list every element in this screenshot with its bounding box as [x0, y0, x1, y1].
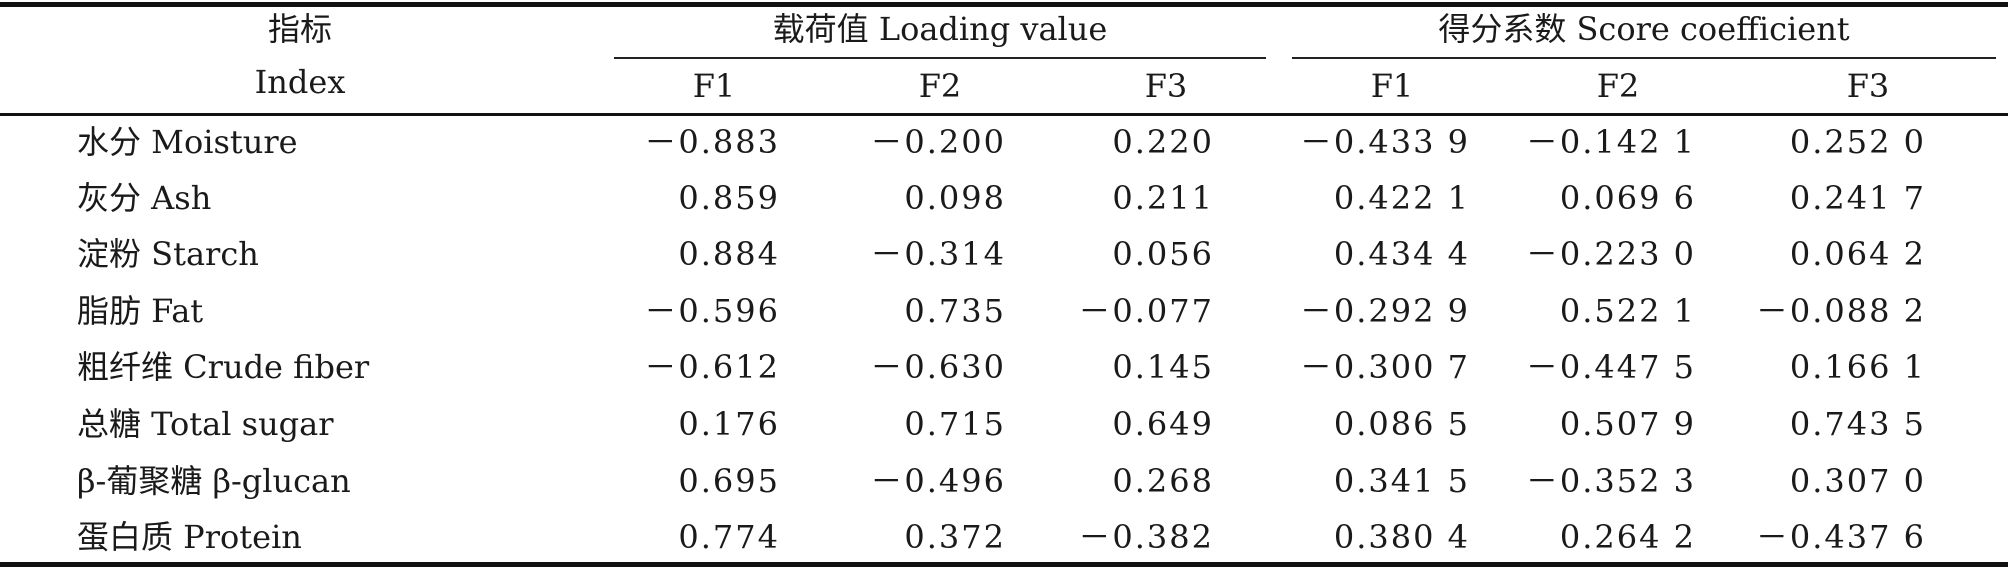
- value-cell: －0.300 7: [1299, 348, 1470, 386]
- value-cell: 0.268: [1112, 462, 1214, 500]
- value-cell: －0.630: [870, 348, 1006, 386]
- row-label: 水分 Moisture: [77, 123, 298, 161]
- value-cell: －0.437 6: [1755, 518, 1926, 556]
- value-cell: 0.145: [1112, 348, 1214, 386]
- column-header-loading-f2: F2: [918, 67, 962, 105]
- value-cell: －0.612: [644, 348, 780, 386]
- value-cell: 0.241 7: [1789, 179, 1926, 217]
- value-cell: 0.522 1: [1559, 292, 1696, 330]
- value-cell: 0.859: [678, 179, 780, 217]
- value-cell: 0.064 2: [1789, 235, 1926, 273]
- value-cell: 0.695: [678, 462, 780, 500]
- column-header-score-f1: F1: [1370, 67, 1414, 105]
- row-label: 灰分 Ash: [77, 179, 212, 217]
- value-cell: －0.200: [870, 123, 1006, 161]
- value-cell: 0.220: [1112, 123, 1214, 161]
- value-cell: 0.252 0: [1789, 123, 1926, 161]
- value-cell: －0.077: [1078, 292, 1214, 330]
- row-label: 总糖 Total sugar: [77, 405, 334, 443]
- value-cell: －0.496: [870, 462, 1006, 500]
- value-cell: 0.422 1: [1333, 179, 1470, 217]
- value-cell: －0.883: [644, 123, 780, 161]
- row-label: 脂肪 Fat: [77, 292, 204, 330]
- value-cell: 0.341 5: [1333, 462, 1470, 500]
- value-cell: －0.292 9: [1299, 292, 1470, 330]
- column-header-score-f3: F3: [1846, 67, 1890, 105]
- value-cell: 0.176: [678, 405, 780, 443]
- table-top-rule: [0, 2, 2008, 7]
- header-index-en: Index: [254, 63, 346, 101]
- value-cell: 0.166 1: [1789, 348, 1926, 386]
- column-header-score-f2: F2: [1596, 67, 1640, 105]
- loading-group-rule: [614, 57, 1266, 59]
- row-label: 蛋白质 Protein: [77, 518, 302, 556]
- value-cell: －0.596: [644, 292, 780, 330]
- value-cell: 0.307 0: [1789, 462, 1926, 500]
- value-cell: 0.507 9: [1559, 405, 1696, 443]
- value-cell: －0.352 3: [1525, 462, 1696, 500]
- value-cell: 0.715: [904, 405, 1006, 443]
- value-cell: 0.774: [678, 518, 780, 556]
- value-cell: 0.069 6: [1559, 179, 1696, 217]
- row-label: β-葡聚糖 β-glucan: [77, 462, 351, 500]
- value-cell: 0.372: [904, 518, 1006, 556]
- value-cell: 0.380 4: [1333, 518, 1470, 556]
- value-cell: －0.447 5: [1525, 348, 1696, 386]
- table-header-rule: [0, 113, 2008, 116]
- value-cell: 0.649: [1112, 405, 1214, 443]
- value-cell: 0.743 5: [1789, 405, 1926, 443]
- table-bottom-rule: [0, 562, 2008, 567]
- value-cell: 0.098: [904, 179, 1006, 217]
- value-cell: －0.433 9: [1299, 123, 1470, 161]
- value-cell: －0.142 1: [1525, 123, 1696, 161]
- column-header-loading-f1: F1: [692, 67, 736, 105]
- value-cell: 0.056: [1112, 235, 1214, 273]
- value-cell: 0.086 5: [1333, 405, 1470, 443]
- score-group-rule: [1292, 57, 1996, 59]
- header-group-score: 得分系数 Score coefficient: [1438, 10, 1850, 48]
- value-cell: －0.314: [870, 235, 1006, 273]
- value-cell: 0.735: [904, 292, 1006, 330]
- row-label: 粗纤维 Crude fiber: [77, 348, 370, 386]
- value-cell: 0.434 4: [1333, 235, 1470, 273]
- column-header-loading-f3: F3: [1144, 67, 1188, 105]
- header-index-zh: 指标: [267, 10, 332, 48]
- value-cell: 0.884: [678, 235, 780, 273]
- value-cell: 0.264 2: [1559, 518, 1696, 556]
- value-cell: －0.088 2: [1755, 292, 1926, 330]
- header-group-loading: 载荷值 Loading value: [772, 10, 1108, 48]
- row-label: 淀粉 Starch: [77, 235, 259, 273]
- value-cell: －0.223 0: [1525, 235, 1696, 273]
- value-cell: 0.211: [1112, 179, 1214, 217]
- value-cell: －0.382: [1078, 518, 1214, 556]
